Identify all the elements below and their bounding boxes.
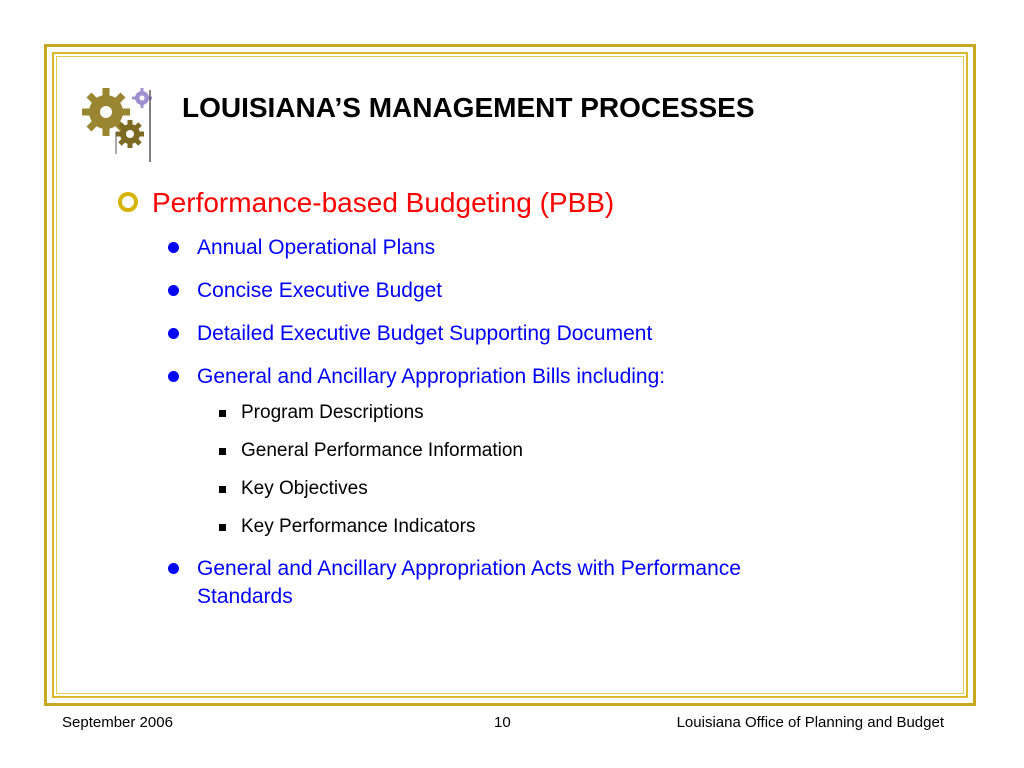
slide-frame-inner-line — [56, 56, 964, 694]
sub-list-item-text: General Performance Information — [241, 440, 523, 461]
square-bullet-icon — [219, 448, 226, 455]
square-bullet-icon — [219, 524, 226, 531]
list-item: Annual Operational Plans — [112, 234, 932, 262]
slide-title: LOUISIANA’S MANAGEMENT PROCESSES — [182, 92, 755, 123]
ring-bullet-icon — [118, 192, 138, 212]
dot-bullet-icon — [168, 371, 179, 382]
dot-bullet-icon — [168, 242, 179, 253]
list-item-text: Annual Operational Plans — [197, 236, 436, 259]
slide-frame-outer — [44, 44, 976, 706]
footer-organization: Louisiana Office of Planning and Budget — [676, 714, 944, 731]
sub-list-item: General Performance Information — [112, 439, 932, 463]
list-item: General and Ancillary Appropriation Bill… — [112, 363, 932, 391]
sub-list-item-text: Program Descriptions — [241, 402, 424, 423]
sub-list-item-text: Key Objectives — [241, 478, 368, 499]
gears-icon — [82, 88, 152, 162]
square-bullet-icon — [219, 486, 226, 493]
list-item: Concise Executive Budget — [112, 277, 932, 305]
footer-date: September 2006 — [62, 714, 173, 731]
list-item-text: General and Ancillary Appropriation Bill… — [197, 365, 666, 388]
list-item-text: General and Ancillary Appropriation Acts… — [197, 557, 741, 608]
dot-bullet-icon — [168, 285, 179, 296]
list-item-text: Detailed Executive Budget Supporting Doc… — [197, 322, 653, 345]
list-item: Detailed Executive Budget Supporting Doc… — [112, 320, 932, 348]
list-item: General and Ancillary Appropriation Acts… — [112, 555, 817, 611]
dot-bullet-icon — [168, 563, 179, 574]
sub-list-item: Key Objectives — [112, 477, 932, 501]
list-item-text: Concise Executive Budget — [197, 279, 443, 302]
sub-list-item-text: Key Performance Indicators — [241, 516, 476, 537]
main-bullet-item: Performance-based Budgeting (PBB) — [112, 184, 932, 222]
footer-page-number: 10 — [494, 714, 511, 731]
main-bullet-text: Performance-based Budgeting (PBB) — [152, 187, 615, 218]
dot-bullet-icon — [168, 328, 179, 339]
sub-list-item: Key Performance Indicators — [112, 515, 932, 539]
sub-list-item: Program Descriptions — [112, 401, 932, 425]
slide-content: Performance-based Budgeting (PBB) Annual… — [112, 184, 932, 626]
slide-frame-inner — [52, 52, 968, 698]
square-bullet-icon — [219, 410, 226, 417]
